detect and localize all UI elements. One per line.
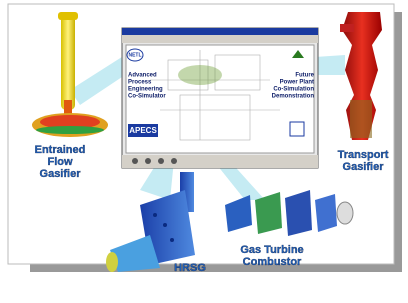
label: Flow (47, 156, 72, 168)
window-text: Demonstration (272, 94, 315, 100)
label: Gasifier (343, 161, 385, 173)
window-text: Engineering (128, 87, 163, 93)
window-text: Advanced (128, 73, 157, 79)
label: Gasifier (40, 168, 82, 180)
label: Transport (338, 149, 389, 161)
window-text: Future (295, 73, 314, 79)
window-text: Power Plant (280, 80, 314, 86)
window-text: Co-Simulator (128, 94, 166, 100)
label: HRSG (174, 262, 206, 274)
window-text: Co-Simulation (273, 87, 314, 93)
label: Gas Turbine (240, 244, 303, 256)
diagram: Entrained Flow Gasifier Transport Gasifi… (0, 0, 408, 298)
window-text: Process (128, 80, 152, 86)
label: Combustor (243, 256, 302, 268)
label: Entrained (35, 144, 86, 156)
brand: APECS (129, 126, 157, 135)
logo: NETL (128, 52, 141, 58)
